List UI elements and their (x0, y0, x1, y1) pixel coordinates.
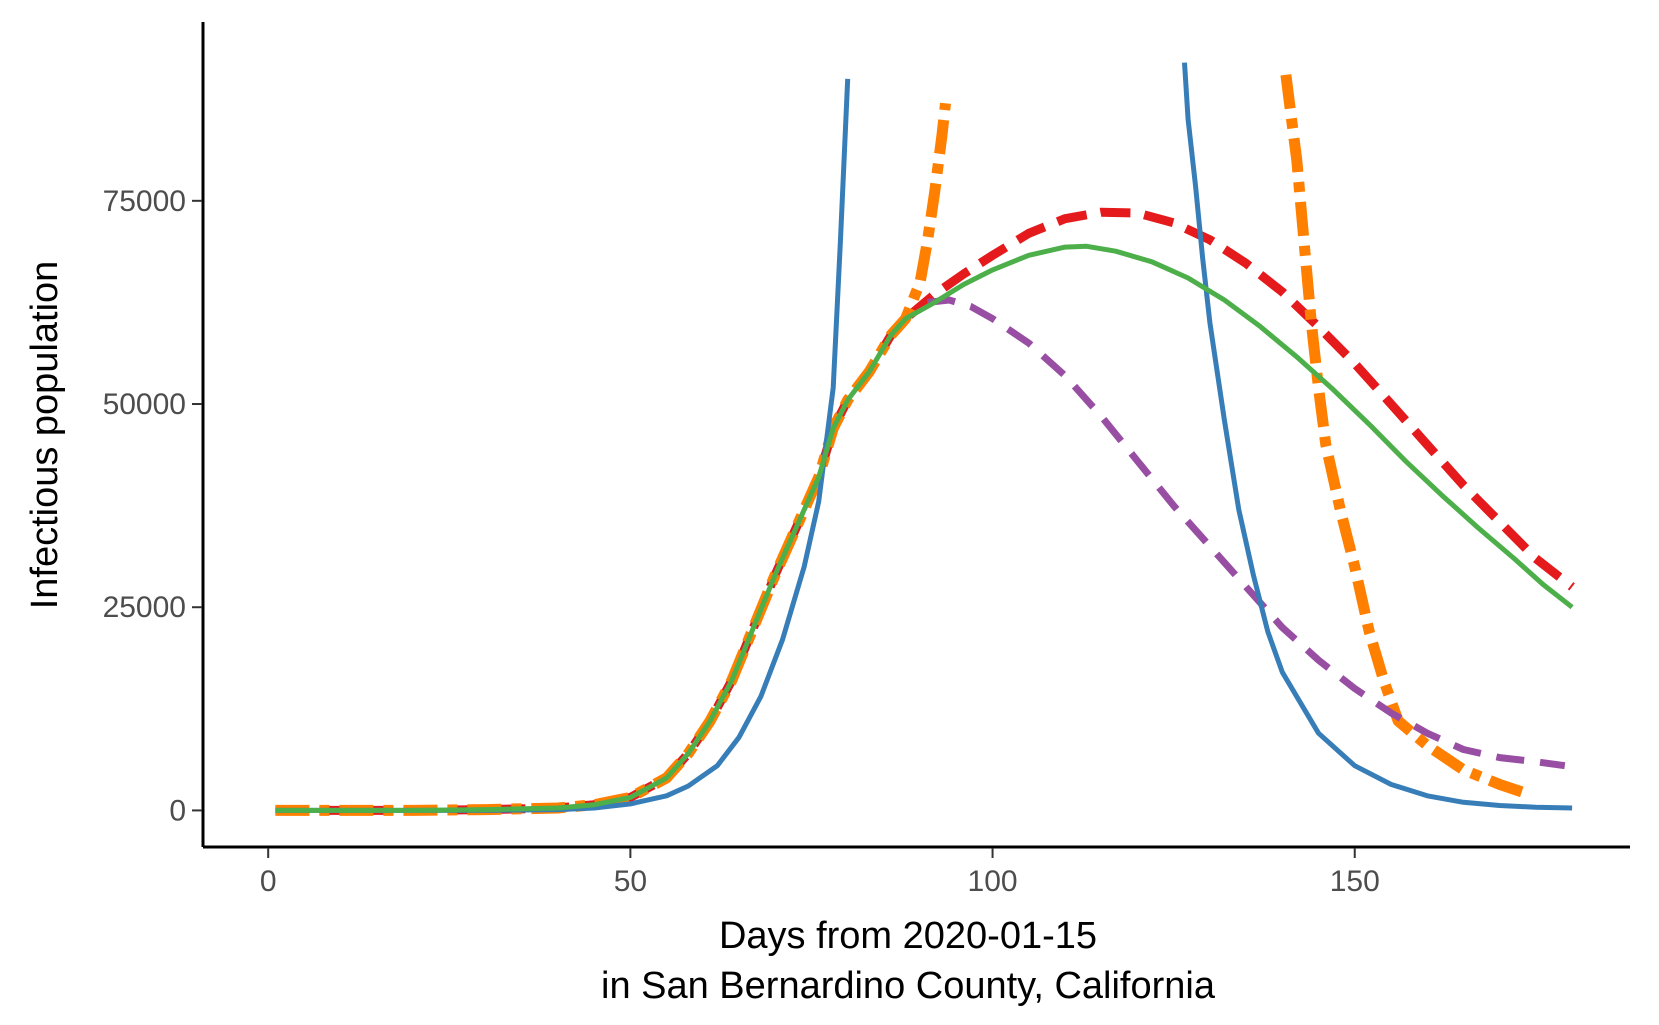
x-tick-label: 100 (968, 865, 1018, 898)
y-axis-title: Infectious population (24, 261, 66, 610)
series-line-1 (275, 207, 1575, 815)
axes-layer (201, 22, 1630, 849)
x-tick-label: 150 (1330, 865, 1380, 898)
x-axis-title-line-1: Days from 2020-01-15 (719, 915, 1097, 957)
x-axis-title-line-2: in San Bernardino County, California (601, 965, 1216, 1007)
y-tick-label: 50000 (103, 388, 186, 421)
series-line-4 (275, 62, 1573, 813)
series-line-2 (275, 74, 1531, 816)
ticks-layer: 0 50 100 150 0 25000 50000 75000 (103, 185, 1380, 898)
y-tick-label: 0 (169, 794, 186, 827)
series-line-5 (275, 243, 1574, 813)
x-tick-label: 0 (260, 865, 277, 898)
y-tick-label: 75000 (103, 185, 186, 218)
x-tick-label: 50 (614, 865, 647, 898)
y-tick-label: 25000 (103, 591, 186, 624)
series-line-3 (927, 296, 1566, 770)
series-layer (275, 62, 1575, 816)
